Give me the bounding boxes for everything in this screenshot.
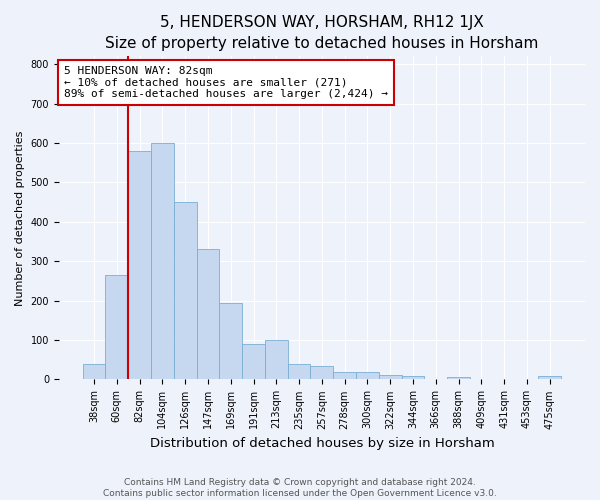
Bar: [265, 340, 288, 380]
Bar: [242, 344, 265, 380]
Text: Contains HM Land Registry data © Crown copyright and database right 2024.
Contai: Contains HM Land Registry data © Crown c…: [103, 478, 497, 498]
Bar: [356, 372, 379, 380]
Bar: [401, 376, 424, 380]
Bar: [197, 250, 220, 380]
Title: 5, HENDERSON WAY, HORSHAM, RH12 1JX
Size of property relative to detached houses: 5, HENDERSON WAY, HORSHAM, RH12 1JX Size…: [105, 15, 539, 51]
Bar: [447, 376, 470, 380]
Bar: [220, 302, 242, 380]
Bar: [288, 364, 310, 380]
Bar: [310, 366, 333, 380]
Text: 5 HENDERSON WAY: 82sqm
← 10% of detached houses are smaller (271)
89% of semi-de: 5 HENDERSON WAY: 82sqm ← 10% of detached…: [64, 66, 388, 99]
Bar: [106, 275, 128, 380]
Bar: [174, 202, 197, 380]
Bar: [83, 364, 106, 380]
Y-axis label: Number of detached properties: Number of detached properties: [15, 130, 25, 306]
Bar: [379, 374, 401, 380]
Bar: [333, 372, 356, 380]
X-axis label: Distribution of detached houses by size in Horsham: Distribution of detached houses by size …: [149, 437, 494, 450]
Bar: [128, 151, 151, 380]
Bar: [538, 376, 561, 380]
Bar: [151, 143, 174, 380]
